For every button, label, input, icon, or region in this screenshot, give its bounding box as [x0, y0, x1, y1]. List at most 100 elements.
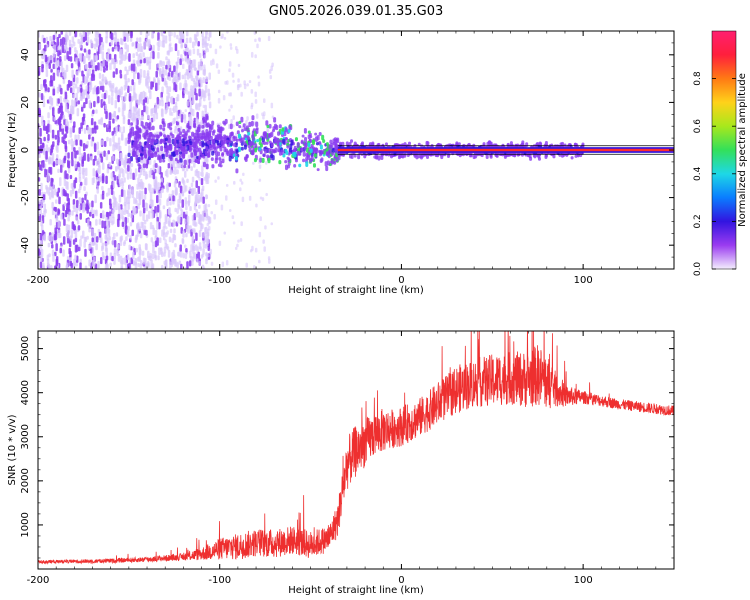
spectrogram-cell [56, 145, 59, 153]
spectrogram-cell [130, 63, 134, 71]
spectrogram-cell [62, 67, 65, 77]
spectrogram-cell [117, 44, 120, 52]
spectrogram-cell [200, 119, 203, 126]
spectrogram-cell [44, 208, 47, 214]
spectrogram-cell [90, 40, 94, 49]
spectrogram-cell [57, 136, 60, 143]
spectrogram-cell [232, 115, 235, 120]
spectrogram-cell [208, 101, 212, 109]
spectrogram-cell [72, 41, 76, 47]
spectrogram-cell [169, 201, 172, 206]
spectrogram-cell [42, 194, 46, 201]
spectrogram-cell [59, 95, 63, 101]
spectrogram-cell [322, 139, 326, 143]
spectrogram-cell [94, 194, 97, 204]
spectrogram-cell [160, 248, 163, 255]
spectrogram-cell [131, 95, 134, 102]
spectrogram-cell [230, 149, 234, 153]
spectrogram-cell [73, 100, 77, 108]
spectrogram-cell [88, 259, 91, 267]
spectrogram-cell [332, 141, 336, 146]
snr-panel: -200 -100 0 100 1000 2000 3000 4000 5000 Height… [7, 330, 675, 596]
spectrogram-cell [117, 107, 121, 113]
spectrogram-cell [270, 102, 274, 109]
spectrogram-cell [69, 257, 72, 262]
spectrogram-cell [70, 43, 74, 49]
spectrogram-cell [191, 256, 195, 262]
spectrogram-cell [259, 157, 263, 163]
spectrogram-cell [189, 120, 192, 127]
spectrogram-cell [235, 46, 238, 51]
spectrogram-cell [526, 152, 530, 158]
spectrogram-cell [112, 232, 116, 240]
spectrogram-cell [225, 260, 229, 266]
spectrogram-cell [181, 190, 185, 197]
spectrogram-cell [211, 120, 215, 126]
spectrogram-cell [202, 104, 206, 109]
spectrogram-cell [199, 77, 202, 84]
spectrogram-cell [81, 70, 84, 77]
spectrogram-cell [51, 107, 55, 117]
spectrogram-cell [43, 37, 46, 44]
spectrogram-cell [197, 218, 201, 225]
spectrogram-cell [131, 112, 134, 121]
spectrogram-cell [73, 225, 77, 231]
spectrogram-cell [229, 43, 233, 47]
spectrogram-cell [67, 152, 70, 159]
spectrogram-cell [44, 84, 48, 92]
spectrogram-cell [166, 97, 169, 102]
spectrogram-cell [96, 86, 100, 95]
spectrogram-cell [205, 146, 209, 151]
spectrogram-cell [38, 199, 41, 205]
spectrogram-cell [56, 36, 60, 46]
spectrogram-cell [472, 154, 476, 160]
spectrogram-cell [195, 199, 198, 204]
spectrogram-cell [265, 120, 269, 126]
spectrogram-cell [63, 202, 67, 207]
spectrogram-cell [170, 95, 174, 105]
spectrogram-cell [101, 251, 105, 258]
spectrogram-cell [241, 196, 245, 203]
spectrogram-cell [108, 161, 111, 168]
spectrogram-cell [185, 31, 189, 37]
spectrogram-cell [262, 239, 265, 244]
spectrogram-cell [117, 213, 121, 221]
spectrogram-cell [155, 82, 158, 92]
spectrogram-cell [132, 106, 136, 114]
spectrogram-cell [253, 31, 257, 35]
spectrogram-cell [155, 112, 159, 120]
spectrogram-cell [161, 99, 164, 107]
spectrogram-cell [121, 257, 125, 265]
spectrogram-cell [257, 81, 261, 87]
spectrogram-cell [170, 163, 174, 167]
spectrogram-cell [74, 160, 77, 169]
spectrogram-cell [251, 135, 255, 141]
spectrogram-cell [195, 147, 199, 153]
spectrogram-cell [235, 168, 239, 174]
spectrogram-cell [135, 132, 139, 139]
spectrogram-cell [42, 101, 46, 108]
spectrogram-cell [318, 131, 322, 136]
spectrogram-cell [154, 229, 158, 238]
spectrogram-cell [232, 221, 236, 225]
spectrogram-cell [71, 99, 74, 107]
spectrogram-cell [240, 146, 244, 151]
spectrogram-cell [132, 251, 135, 260]
spectrogram-cell [189, 147, 193, 151]
spectrogram-cell [183, 89, 187, 94]
spectrogram-cell [174, 243, 177, 248]
spectrogram-cell [63, 134, 66, 140]
spectrogram-cell [101, 190, 105, 196]
spectrogram-cell [142, 163, 146, 169]
spectrogram-cell [242, 172, 245, 176]
spectrogram-cell [314, 147, 318, 154]
spectrogram-cell [398, 152, 402, 158]
spectrogram-cell [121, 100, 125, 110]
spectrogram-cell [183, 159, 187, 166]
spectrogram-cell [62, 36, 65, 46]
spectrogram-cell [85, 144, 88, 149]
spectrogram-cell [173, 234, 177, 241]
spectrogram-cell [54, 206, 58, 213]
spectrogram-cell [151, 125, 155, 131]
spectrogram-cell [163, 221, 166, 228]
